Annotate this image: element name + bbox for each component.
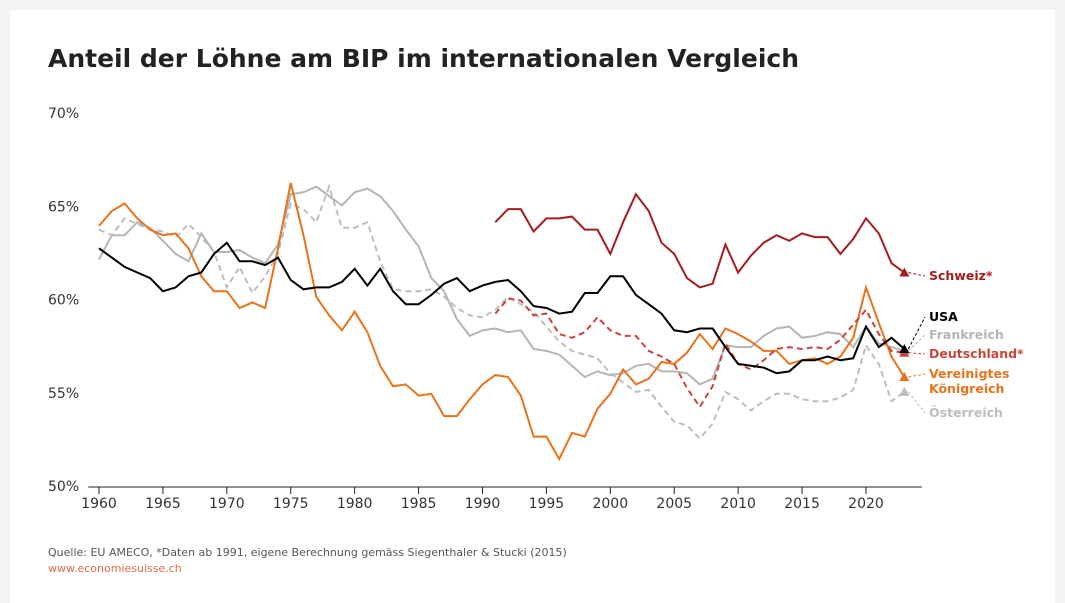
- x-tick-label: 1990: [465, 496, 501, 512]
- legend-label: Frankreich: [929, 327, 1004, 342]
- x-tick-label: 1985: [401, 496, 437, 512]
- legend-label: Vereinigtes Königreich: [929, 366, 1010, 396]
- series-line: [494, 192, 905, 289]
- leader: [908, 272, 926, 277]
- series-line: [98, 241, 905, 375]
- end-marker: [899, 267, 910, 277]
- x-tick-label: 2015: [784, 496, 820, 512]
- legend-label: Deutschland*: [929, 346, 1024, 361]
- x-tick-label: 1975: [273, 496, 309, 512]
- x-tick-label: 1965: [145, 496, 181, 512]
- x-tick-label: 1995: [529, 496, 565, 512]
- y-tick-label: 65%: [48, 199, 79, 215]
- x-tick-label: 1960: [81, 496, 117, 512]
- card: [10, 10, 1055, 603]
- legend-label: Österreich: [929, 405, 1003, 420]
- x-tick-label: 2005: [656, 496, 692, 512]
- series-line: [98, 182, 906, 462]
- legend-label: Schweiz*: [929, 268, 993, 283]
- x-tick-label: 1980: [337, 496, 373, 512]
- leader: [907, 316, 926, 350]
- leader: [907, 391, 926, 414]
- y-tick-label: 55%: [48, 386, 79, 402]
- end-marker: [899, 371, 910, 381]
- source: Quelle: EU AMECO, *Daten ab 1991, eigene…: [48, 546, 567, 559]
- y-tick-label: 70%: [48, 106, 79, 122]
- y-tick-label: 60%: [48, 293, 79, 309]
- end-marker: [899, 386, 910, 396]
- url: www.economiesuisse.ch: [48, 562, 182, 575]
- leader: [908, 352, 926, 355]
- x-tick-label: 2000: [592, 496, 628, 512]
- series-line: [494, 297, 905, 409]
- chart-title: Anteil der Löhne am BIP im international…: [48, 44, 799, 73]
- end-marker: [899, 343, 910, 353]
- legend-label: USA: [929, 309, 958, 324]
- x-tick-label: 1970: [209, 496, 245, 512]
- y-tick-label: 50%: [48, 479, 79, 495]
- series-line: [98, 183, 905, 440]
- leader: [907, 334, 926, 352]
- leader: [908, 373, 926, 378]
- x-tick-label: 2020: [848, 496, 884, 512]
- x-tick-label: 2010: [720, 496, 756, 512]
